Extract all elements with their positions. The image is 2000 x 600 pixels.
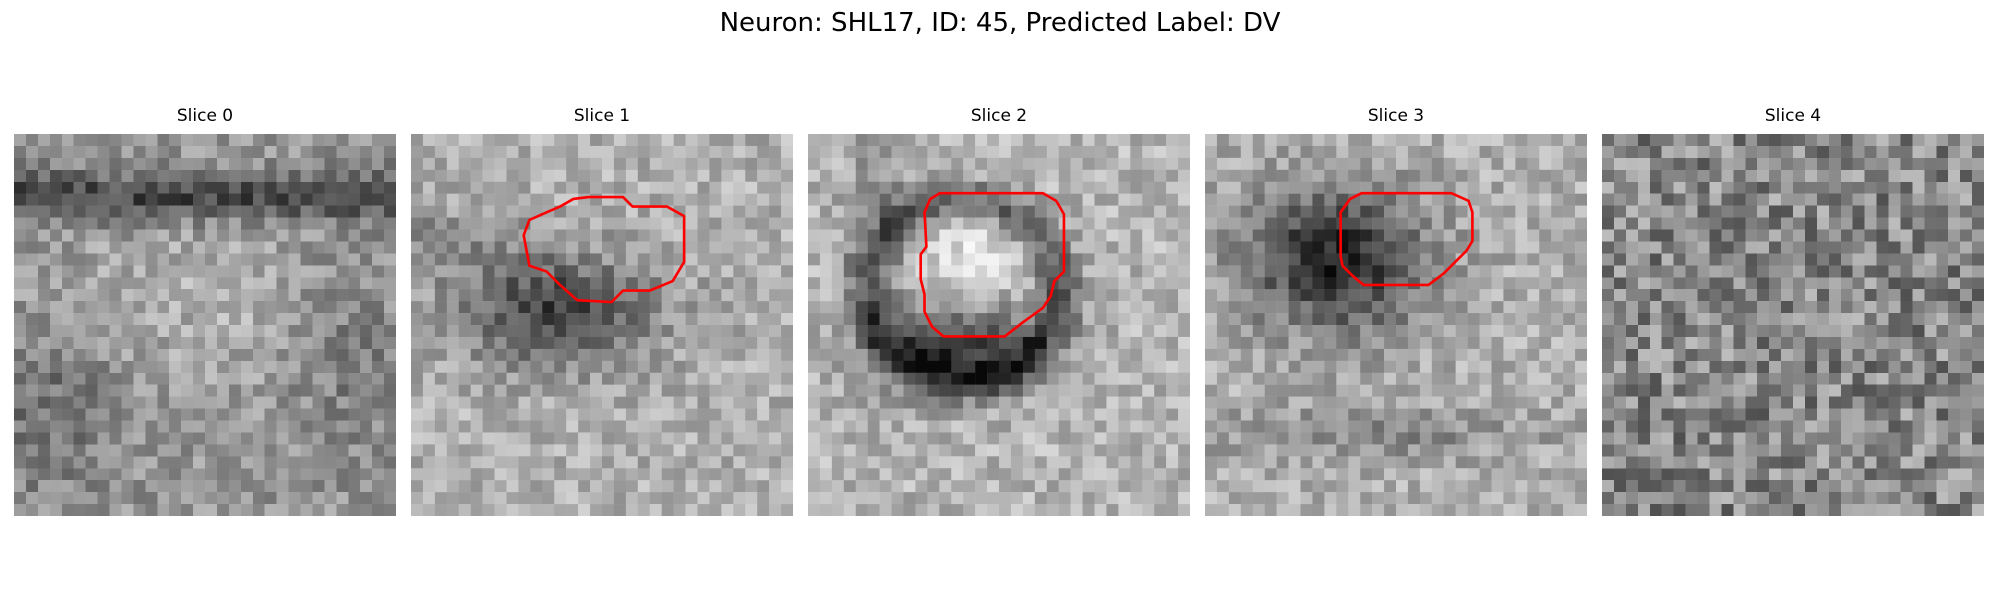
slice-panel-3: Slice 3 <box>1205 106 1587 516</box>
slice-pixels <box>14 134 396 516</box>
segmentation-contour <box>919 191 1066 338</box>
slice-image <box>1602 134 1984 516</box>
slice-title: Slice 0 <box>176 106 234 126</box>
page-title: Neuron: SHL17, ID: 45, Predicted Label: … <box>719 8 1281 38</box>
slice-pixels <box>808 134 1190 516</box>
slice-panel-1: Slice 1 <box>411 106 793 516</box>
slice-panel-4: Slice 4 <box>1602 106 1984 516</box>
slice-image <box>808 134 1190 516</box>
slice-image <box>14 134 396 516</box>
slice-pixels <box>1205 134 1587 516</box>
segmentation-contour <box>1339 191 1474 287</box>
slice-pixels <box>1602 134 1984 516</box>
slice-image <box>411 134 793 516</box>
slice-image <box>1205 134 1587 516</box>
slice-panel-0: Slice 0 <box>14 106 396 516</box>
slice-title: Slice 4 <box>1764 106 1822 126</box>
slice-title: Slice 1 <box>573 106 631 126</box>
slice-pixels <box>411 134 793 516</box>
slice-title: Slice 2 <box>970 106 1028 126</box>
segmentation-contour <box>522 195 686 304</box>
slice-title: Slice 3 <box>1367 106 1425 126</box>
slice-panel-2: Slice 2 <box>808 106 1190 516</box>
